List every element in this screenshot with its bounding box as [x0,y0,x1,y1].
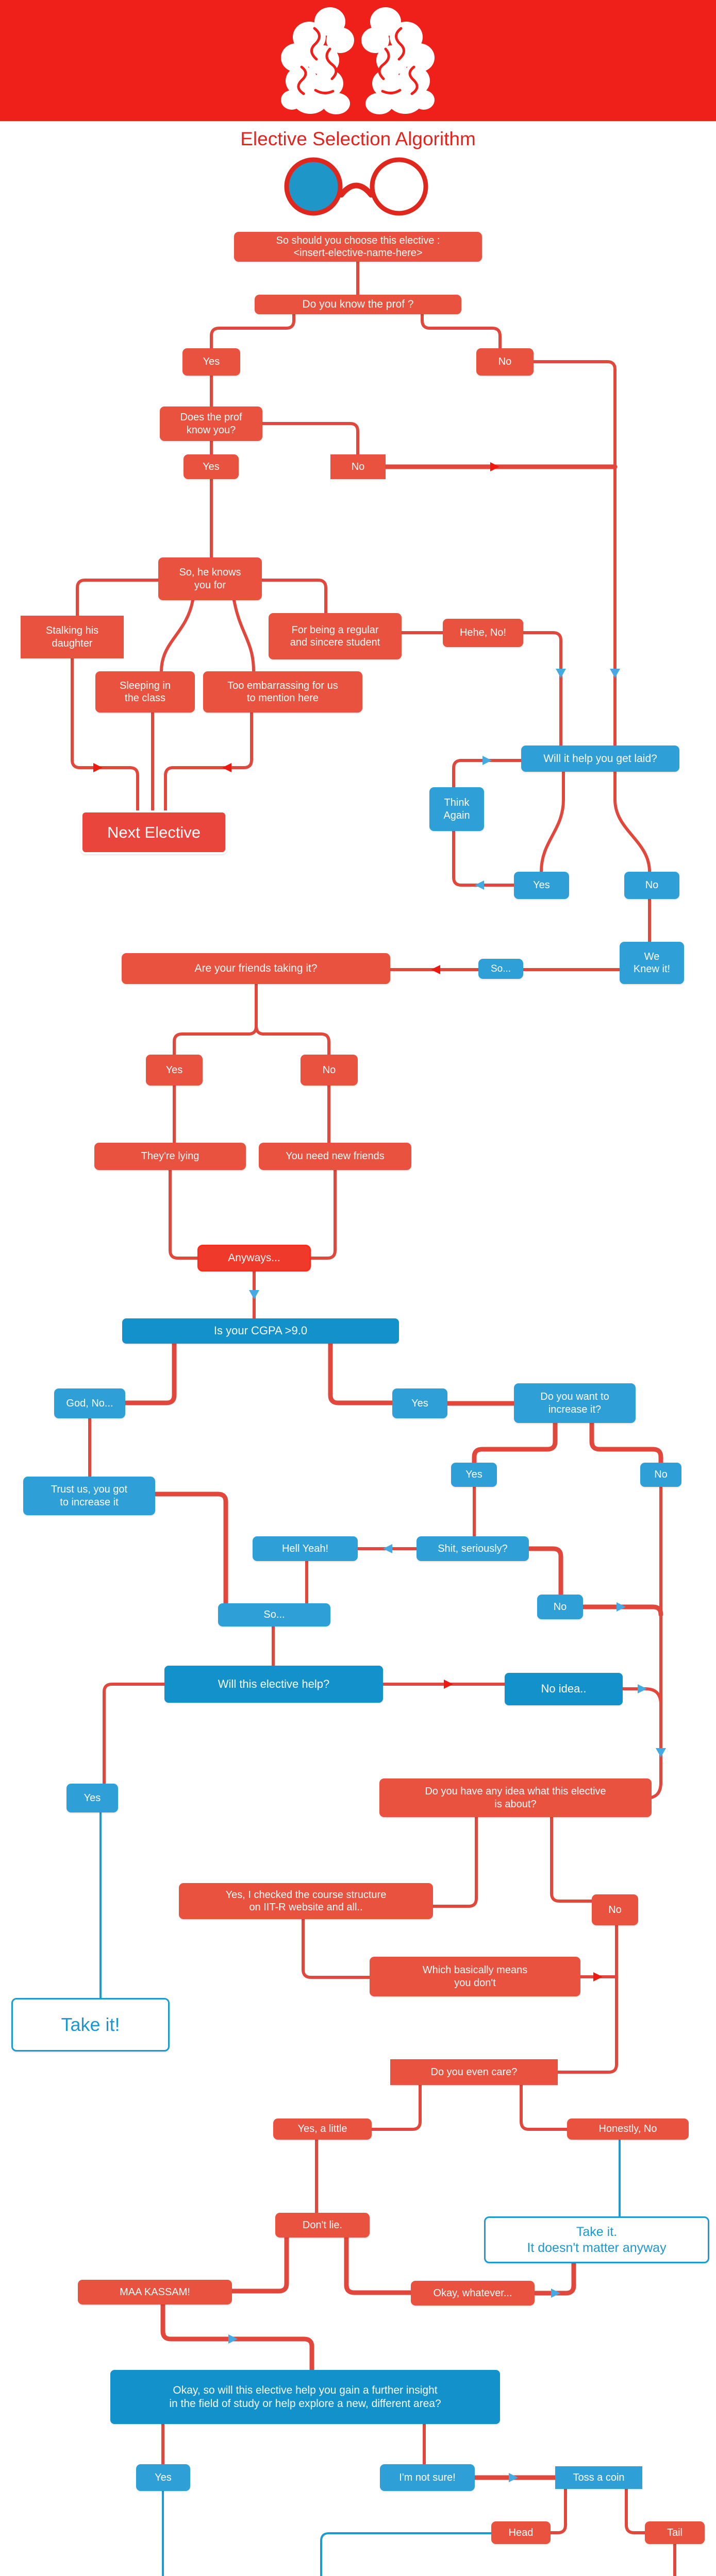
node-no2: No [330,454,386,479]
node-cgpa: Is your CGPA >9.0 [122,1318,399,1344]
node-q-friends: Are your friends taking it? [122,953,390,984]
node-q-help: Will this elective help? [164,1666,383,1703]
node-yes1: Yes [182,348,240,376]
node-take-it-2: Take it. It doesn't matter anyway [484,2216,709,2263]
node-trust-us: Trust us, you got to increase it [23,1477,155,1515]
node-no-idea: No idea.. [505,1673,623,1705]
node-maa-kassam: MAA KASSAM! [78,2280,232,2304]
node-honestly-no: Honestly, No [567,2119,689,2140]
node-new-friends: You need new friends [259,1143,411,1170]
node-anyways: Anyways... [197,1245,311,1272]
node-q-increase: Do you want to increase it? [514,1383,636,1423]
node-yes-checked: Yes, I checked the course structure on II… [179,1883,433,1919]
node-yes6: Yes [451,1463,497,1487]
brain-icon [281,6,435,121]
node-sleeping: Sleeping in the class [95,671,195,713]
node-we-knew-it: We Knew it! [620,942,684,984]
node-okay-whatever: Okay, whatever... [411,2281,535,2306]
node-god-no: God, No... [54,1388,125,1418]
node-toss-a-coin: Toss a coin [555,2466,642,2489]
node-no7: No [592,1894,638,1925]
glasses-icon [284,157,428,216]
node-hehe-no: Hehe, No! [443,619,523,647]
node-too-embarrassing: Too embarrassing for us to mention here [203,671,362,713]
node-q-care: Do you even care? [390,2059,558,2085]
node-next-elective-top: Next Elective [80,810,227,854]
node-q-knows-for: So, he knows you for [158,557,262,600]
node-hell-yeah: Hell Yeah! [253,1536,358,1561]
node-no6: No [537,1595,583,1619]
node-q-prof-know: Does the prof know you? [160,406,262,441]
node-q-know-prof: Do you know the prof ? [255,295,461,314]
node-no3: No [624,872,679,899]
node-no1: No [476,348,534,376]
node-for-being: For being a regular and sincere student [269,613,402,659]
node-yes4: Yes [146,1055,203,1086]
page-title: Elective Selection Algorithm [240,128,476,149]
node-think-again: Think Again [429,787,484,831]
node-stalking: Stalking his daughter [21,616,124,658]
node-yes3: Yes [514,872,569,899]
node-yes5: Yes [392,1388,447,1418]
node-so2: So... [218,1603,330,1626]
node-tail: Tail [645,2521,705,2544]
node-yes-a-little: Yes, a little [273,2119,372,2140]
node-shit-seriously: Shit, seriously? [417,1536,529,1561]
node-so1: So... [478,959,523,979]
node-head: Head [491,2521,551,2544]
node-will-get-laid: Will it help you get laid? [521,745,679,772]
node-no4: No [301,1055,358,1086]
node-take-it-1: Take it! [11,1998,170,2052]
node-yes7: Yes [66,1784,118,1812]
node-yes2: Yes [184,454,239,479]
node-q-any-idea: Do you have any idea what this elective i… [379,1778,652,1817]
node-big-question: Okay, so will this elective help you gai… [110,2370,500,2424]
node-no5: No [640,1463,681,1487]
node-which-means: Which basically means you don't [370,1957,580,1996]
node-im-not-sure: I'm not sure! [380,2464,475,2491]
node-q-choose: So should you choose this elective : <ins… [234,232,482,262]
node-theyre-lying: They're lying [94,1143,246,1170]
node-dont-lie: Don't lie. [275,2213,370,2238]
node-yes8: Yes [136,2464,190,2491]
